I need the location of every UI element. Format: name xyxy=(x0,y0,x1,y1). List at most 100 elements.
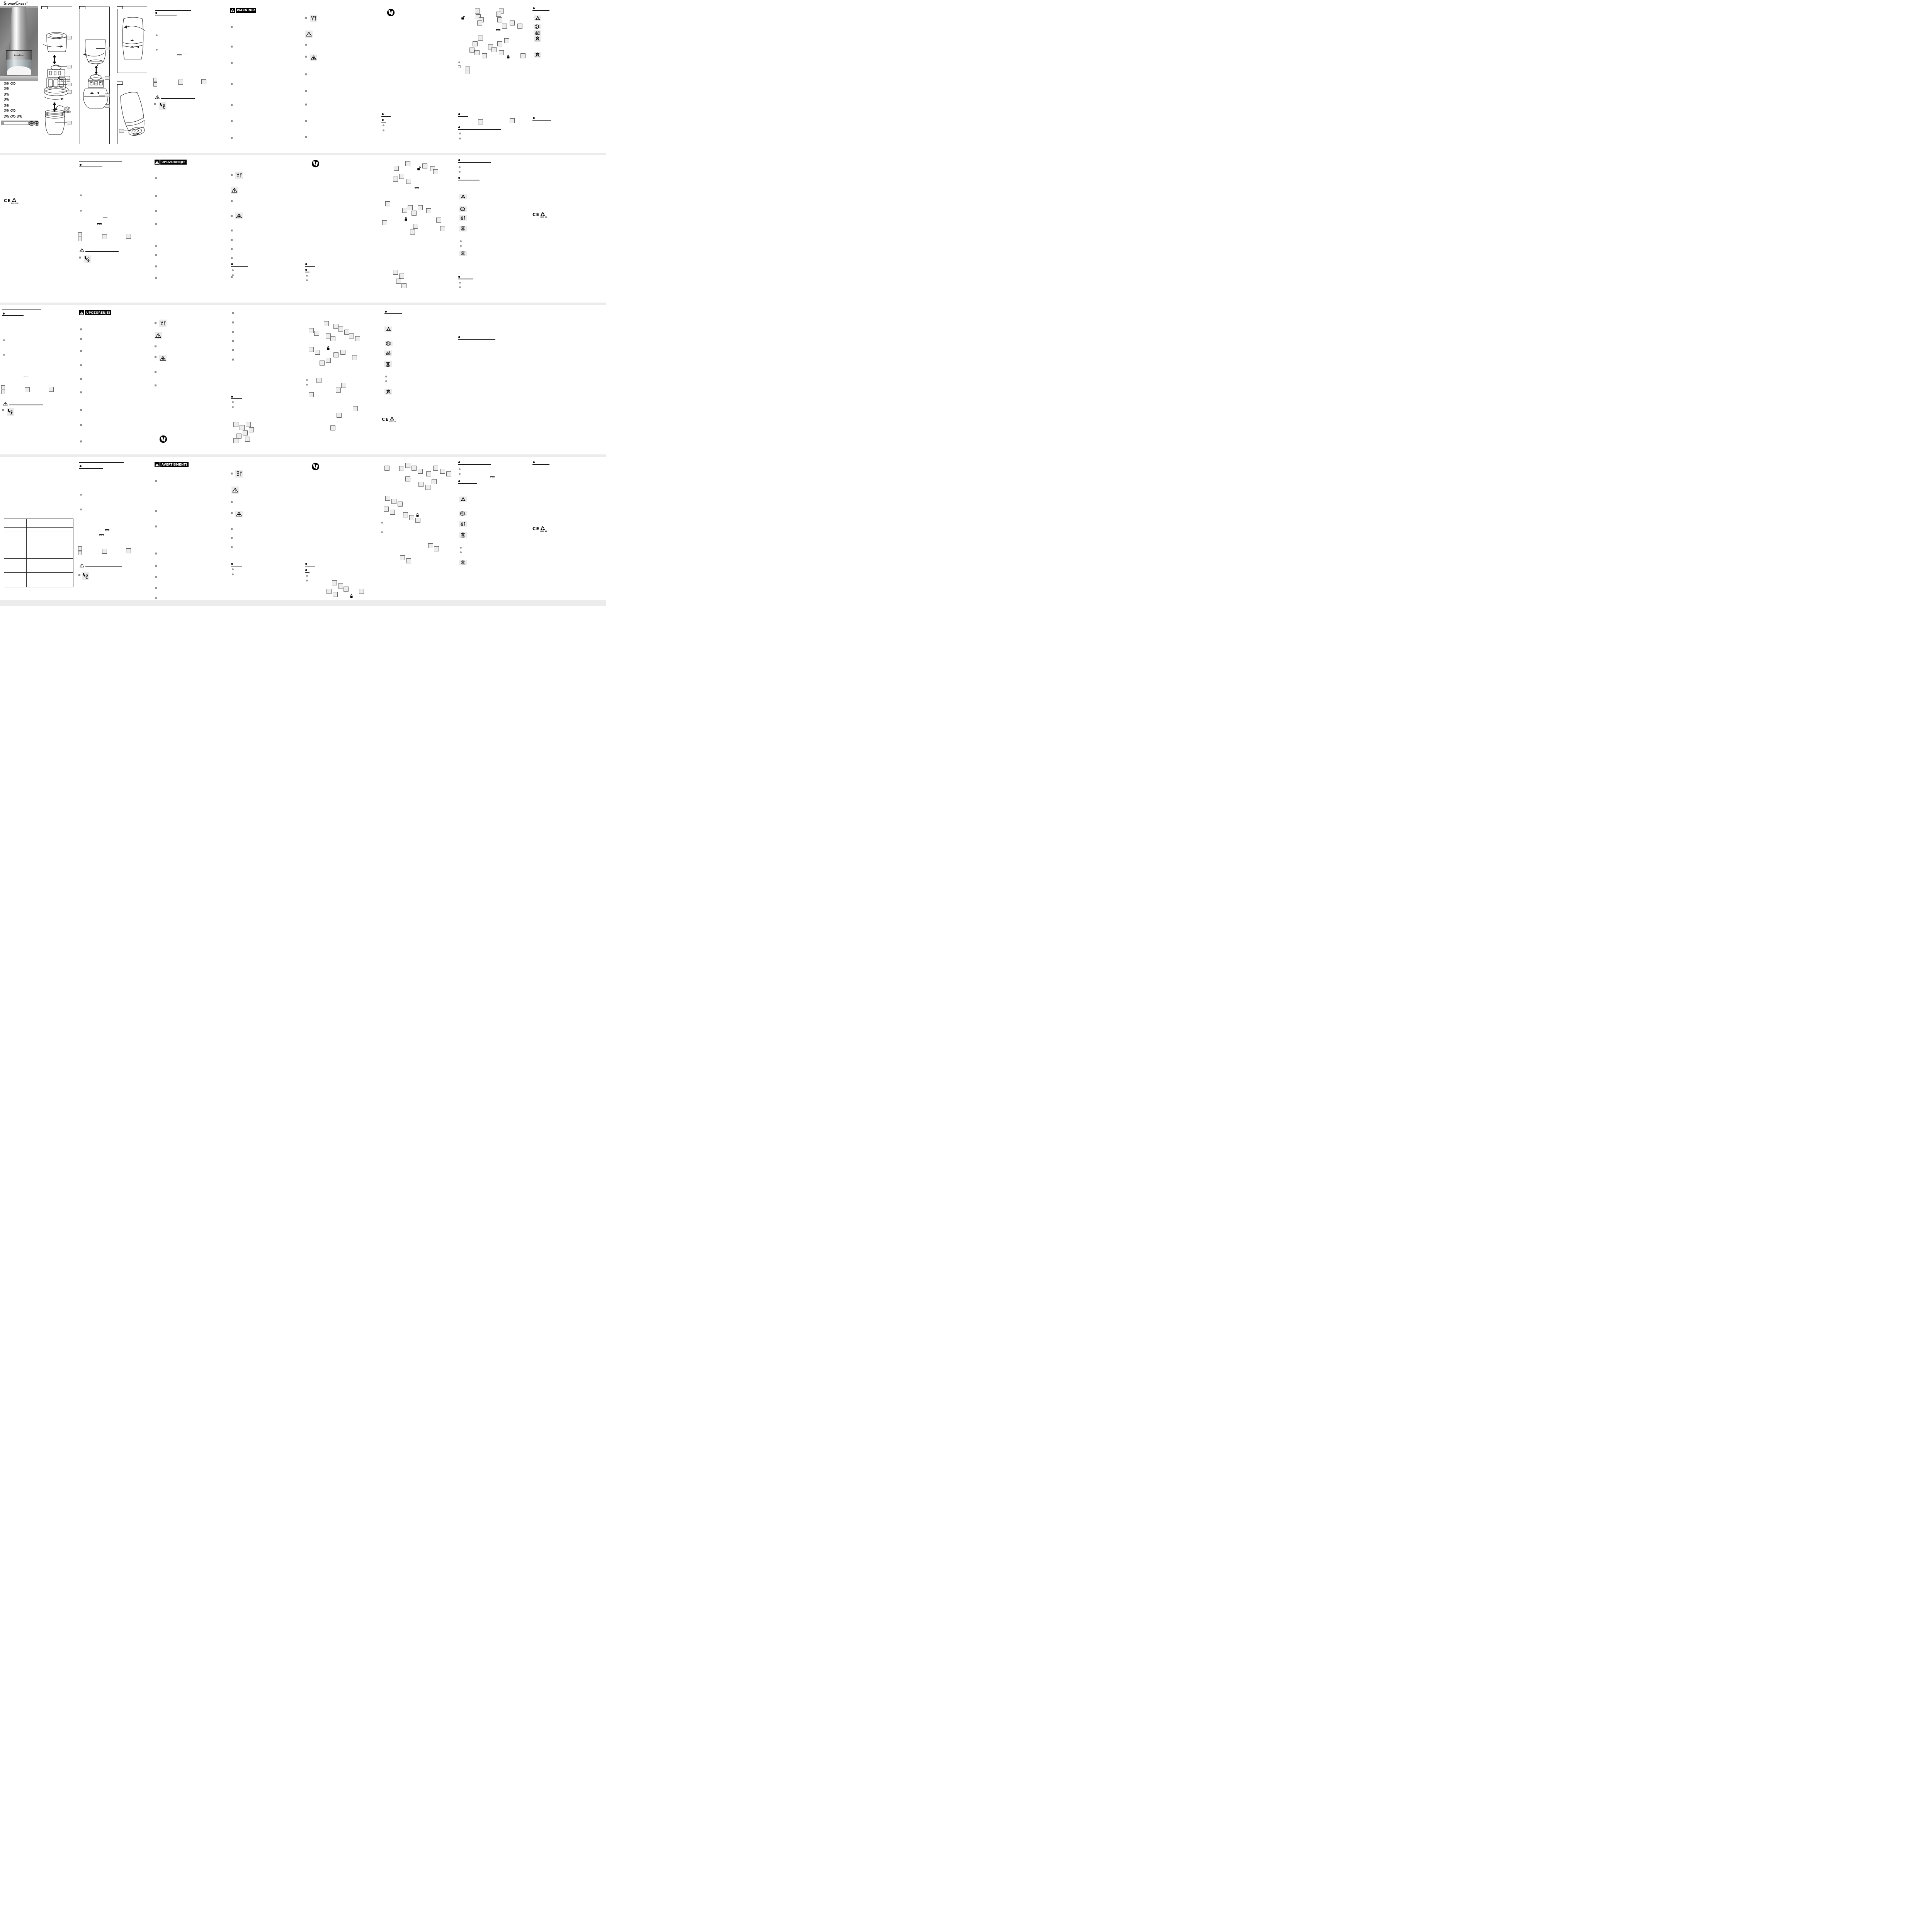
list-bullet-square xyxy=(155,565,157,567)
language-badge-gr: GR xyxy=(4,109,9,112)
callout-reference-square xyxy=(408,205,413,210)
heading-rule xyxy=(231,266,248,267)
callout-reference-square xyxy=(393,177,398,182)
language-badge-bg: BG xyxy=(4,104,9,107)
heading-rule xyxy=(305,266,315,267)
warning-triangle-icon xyxy=(155,160,160,165)
list-bullet-square xyxy=(231,200,233,202)
list-bullet-dot xyxy=(459,166,461,168)
wear-gloves-icon xyxy=(311,463,320,471)
padlock-closed-icon xyxy=(350,594,353,598)
callout-reference-square xyxy=(243,430,248,435)
mill-band-text: SilverCrest xyxy=(14,54,24,56)
list-bullet-dot xyxy=(459,171,461,173)
callout-reference-square xyxy=(201,79,206,84)
callout-reference-square xyxy=(474,50,480,55)
callout-reference-square xyxy=(469,48,474,53)
dc-symbol xyxy=(490,476,495,478)
list-bullet-square xyxy=(231,512,233,514)
list-bullet-square xyxy=(155,345,156,347)
callout-reference-square xyxy=(246,422,251,427)
list-bullet-dot xyxy=(3,354,5,356)
dc-symbol xyxy=(496,29,500,31)
caution-triangle-icon xyxy=(80,248,84,252)
callout-reference-square xyxy=(496,12,501,17)
ce-mark: CE xyxy=(382,417,389,422)
callout-grinder-top xyxy=(67,65,72,68)
list-bullet-square xyxy=(232,340,234,342)
photo-bottom-bar xyxy=(0,80,38,81)
general-warning-icon xyxy=(155,332,162,339)
dc-symbol xyxy=(105,529,109,531)
callout-reference-square xyxy=(353,406,358,411)
recycle-icon xyxy=(459,497,467,502)
leader-line xyxy=(58,84,67,85)
heading-bullet xyxy=(231,396,233,398)
callout-reference-square xyxy=(393,270,398,275)
weee-crossed-bin-icon xyxy=(534,36,541,42)
heading-bullet xyxy=(305,263,307,265)
explosion-hazard-icon xyxy=(235,213,243,219)
callout-reference-square xyxy=(492,47,497,52)
caution-triangle-icon xyxy=(3,401,8,406)
list-bullet-square xyxy=(232,359,234,361)
list-bullet-square xyxy=(231,239,233,241)
dc-symbol xyxy=(29,372,34,374)
list-bullet-square xyxy=(305,90,307,92)
callout-reference-square xyxy=(394,166,399,171)
callout-reference-square xyxy=(504,38,509,43)
callout-reference-square xyxy=(399,466,404,471)
callout-reference-square xyxy=(400,555,405,560)
callout-reference-square xyxy=(340,350,345,355)
callout-cap xyxy=(67,36,72,39)
list-bullet-square xyxy=(155,526,157,527)
list-bullet-square xyxy=(231,528,233,530)
approval-code: И005 18 xyxy=(540,216,547,218)
heading-rule xyxy=(155,10,191,11)
salt-fill xyxy=(7,66,31,75)
callout-reference-square xyxy=(499,50,504,55)
callout-reference-square xyxy=(405,476,410,481)
figure-b-frame xyxy=(79,6,110,144)
list-bullet-dot xyxy=(232,401,234,403)
callout-reference-square xyxy=(401,283,406,288)
list-bullet-dot xyxy=(458,61,460,63)
callout-reference-square xyxy=(352,355,357,360)
heading-rule xyxy=(458,116,468,117)
list-bullet-square xyxy=(154,103,156,105)
table-row-line xyxy=(4,572,73,573)
list-bullet-square xyxy=(155,356,156,358)
list-bullet-square xyxy=(231,546,233,548)
callout-reference-square xyxy=(153,78,157,82)
list-bullet-square xyxy=(231,83,233,85)
explosion-hazard-icon xyxy=(310,54,317,61)
list-bullet-square xyxy=(305,136,307,138)
callout-reference-square xyxy=(440,226,445,231)
language-badge-de: DE xyxy=(4,115,9,118)
small-open-square xyxy=(458,65,461,68)
list-bullet-dot xyxy=(385,376,387,378)
figure-d-drawing xyxy=(120,92,145,136)
list-bullet-square xyxy=(231,473,233,474)
conformity-triangles-icon xyxy=(12,198,17,202)
heading-rule xyxy=(458,339,495,340)
list-bullet-square xyxy=(232,321,234,323)
keep-away-children-icon xyxy=(84,255,91,263)
heading-bullet xyxy=(385,311,387,313)
footer-badge-ro: RO xyxy=(29,123,34,126)
dc-symbol xyxy=(415,187,419,189)
language-badge-gb: GB xyxy=(4,82,9,85)
callout-reference-square xyxy=(418,482,423,487)
ce-mark: CE xyxy=(4,198,11,203)
callout-reference-square xyxy=(336,388,341,393)
heading-bullet xyxy=(458,126,460,128)
wear-gloves-icon xyxy=(159,435,168,443)
warning-triangle-icon xyxy=(155,462,160,467)
heading-bullet xyxy=(80,164,82,166)
callout-reference-square xyxy=(399,174,404,179)
explosion-hazard-icon xyxy=(235,511,243,517)
warning-box-en: WARNING! xyxy=(230,8,257,13)
list-bullet-dot xyxy=(383,124,384,126)
list-bullet-dot xyxy=(306,575,308,577)
callout-reference-square xyxy=(249,427,254,432)
